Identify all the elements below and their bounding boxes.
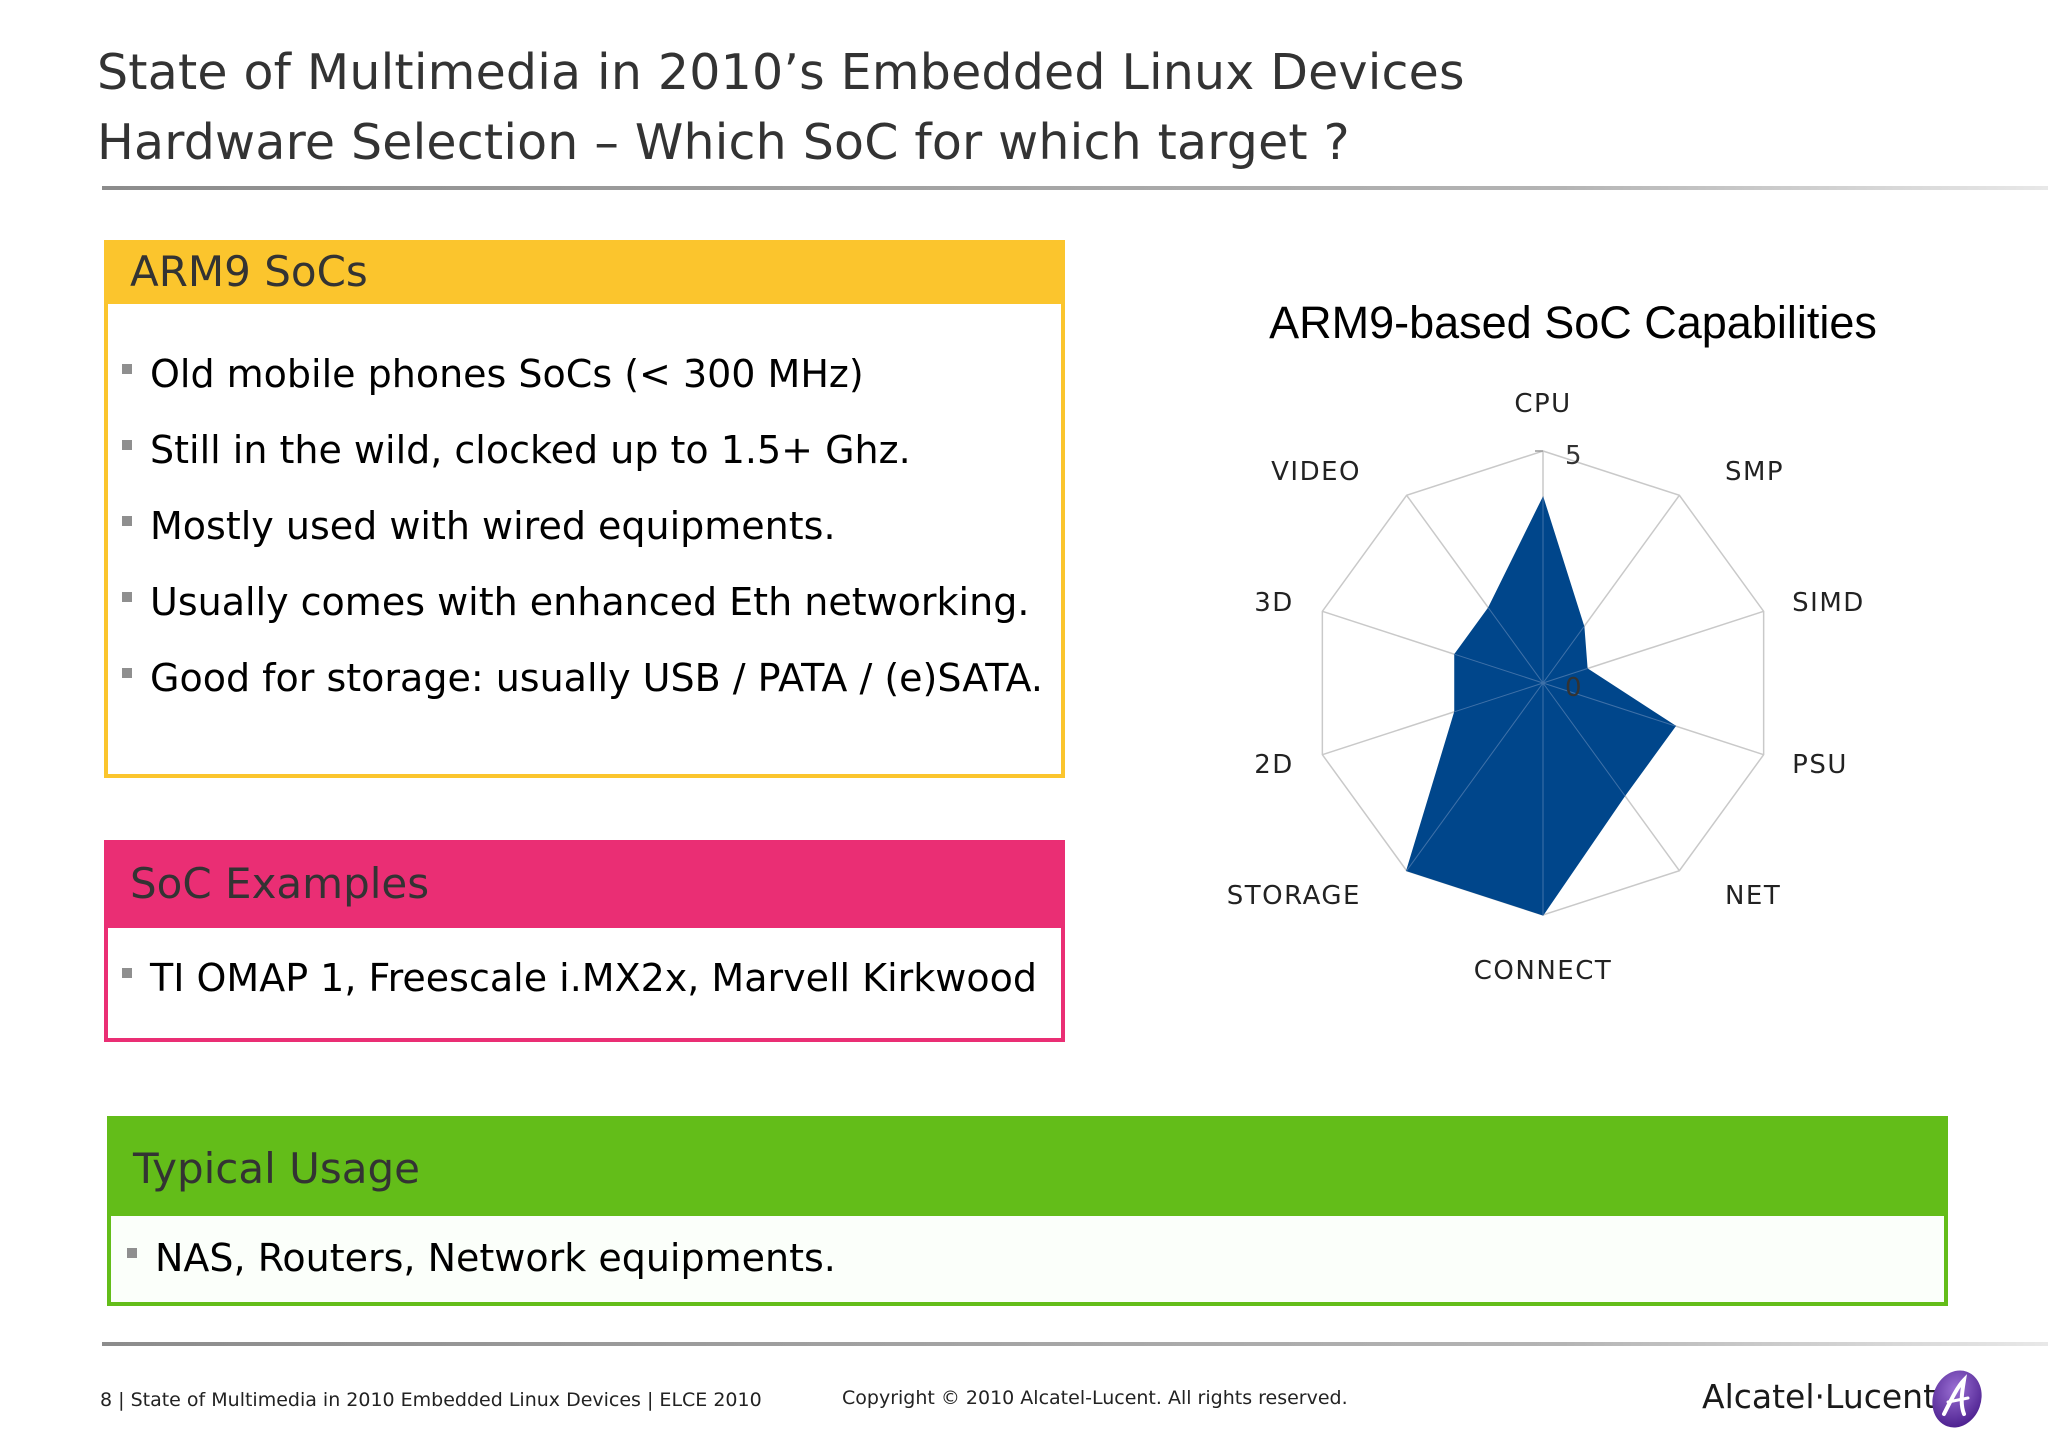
typical-usage-panel: Typical Usage NAS, Routers, Network equi…: [107, 1116, 1948, 1306]
radar-axis-label-simd: SIMD: [1792, 588, 1865, 618]
soc-examples-header: SoC Examples: [104, 840, 1065, 928]
examples-bullet-1: TI OMAP 1, Freescale i.MX2x, Marvell Kir…: [122, 956, 1037, 1000]
bullet-square-icon: [127, 1247, 137, 1258]
radar-axis-label-connect: CONNECT: [1474, 956, 1612, 986]
arm9-bullet-5-text: Good for storage: usually USB / PATA / (…: [150, 656, 1043, 700]
arm9-socs-panel: ARM9 SoCs Old mobile phones SoCs (< 300 …: [104, 240, 1065, 778]
arm9-bullet-1-text: Old mobile phones SoCs (< 300 MHz): [150, 352, 864, 396]
soc-capabilities-radar-chart: ARM9-based SoC Capabilities CPU SMP SIMD PS…: [1227, 297, 1877, 986]
soc-examples-panel: SoC Examples TI OMAP 1, Freescale i.MX2x…: [104, 840, 1065, 1042]
usage-bullet-1: NAS, Routers, Network equipments.: [127, 1236, 836, 1280]
radar-inner-spoke: [1454, 682, 1544, 713]
radar-axis-label-smp: SMP: [1725, 457, 1784, 487]
footer-divider: [102, 1342, 2048, 1346]
radar-inner-spoke: [1542, 682, 1676, 727]
arm9-bullet-2: Still in the wild, clocked up to 1.5+ Gh…: [122, 428, 911, 472]
slide-title-line2: Hardware Selection – Which SoC for which…: [97, 114, 1350, 171]
slide-title-line1: State of Multimedia in 2010’s Embedded L…: [97, 44, 1465, 101]
radar-axis-label-3d: 3D: [1254, 588, 1294, 618]
radar-axis-label-storage: STORAGE: [1227, 881, 1361, 911]
radar-axis-label-cpu: CPU: [1514, 389, 1571, 419]
arm9-bullet-2-text: Still in the wild, clocked up to 1.5+ Gh…: [150, 428, 911, 472]
title-divider: [102, 186, 2048, 190]
arm9-bullet-3: Mostly used with wired equipments.: [122, 504, 836, 548]
arm9-bullet-4-text: Usually comes with enhanced Eth networki…: [150, 580, 1030, 624]
bullet-square-icon: [122, 591, 132, 602]
radar-inner-spoke: [1542, 682, 1626, 796]
footer-copyright: Copyright © 2010 Alcatel-Lucent. All rig…: [842, 1387, 1348, 1409]
alcatel-lucent-logo-icon: [1932, 1370, 1982, 1428]
chart-title: ARM9-based SoC Capabilities: [1269, 297, 1877, 348]
arm9-bullet-3-text: Mostly used with wired equipments.: [150, 504, 836, 548]
bullet-square-icon: [122, 515, 132, 526]
alcatel-lucent-logo-text: Alcatel·Lucent: [1702, 1377, 1937, 1416]
arm9-bullet-5: Good for storage: usually USB / PATA / (…: [122, 656, 1043, 700]
radar-axis-label-2d: 2D: [1254, 750, 1294, 780]
radar-axis-label-video: VIDEO: [1271, 457, 1361, 487]
bullet-square-icon: [122, 363, 132, 374]
usage-bullet-1-text: NAS, Routers, Network equipments.: [155, 1236, 836, 1280]
radar-axis-label-net: NET: [1725, 881, 1781, 911]
examples-bullet-1-text: TI OMAP 1, Freescale i.MX2x, Marvell Kir…: [150, 956, 1037, 1000]
radar-tick-label-0: 0: [1565, 673, 1582, 703]
arm9-bullet-1: Old mobile phones SoCs (< 300 MHz): [122, 352, 864, 396]
radar-inner-spoke: [1542, 668, 1588, 684]
arm9-bullet-4: Usually comes with enhanced Eth networki…: [122, 580, 1029, 624]
typical-usage-header: Typical Usage: [107, 1116, 1948, 1216]
radar-inner-spoke: [1406, 682, 1544, 871]
radar-inner-spoke: [1542, 626, 1585, 684]
bullet-square-icon: [122, 667, 132, 678]
radar-axis-label-psu: PSU: [1792, 750, 1848, 780]
footer-slide-info: 8 | State of Multimedia in 2010 Embedded…: [100, 1389, 762, 1411]
radar-series-area: [1406, 496, 1677, 916]
arm9-socs-header: ARM9 SoCs: [104, 240, 1065, 304]
bullet-square-icon: [122, 439, 132, 450]
radar-inner-spoke: [1454, 653, 1544, 684]
radar-tick-label-5: 5: [1565, 441, 1582, 471]
bullet-square-icon: [122, 967, 132, 978]
radar-inner-spoke: [1488, 607, 1544, 684]
